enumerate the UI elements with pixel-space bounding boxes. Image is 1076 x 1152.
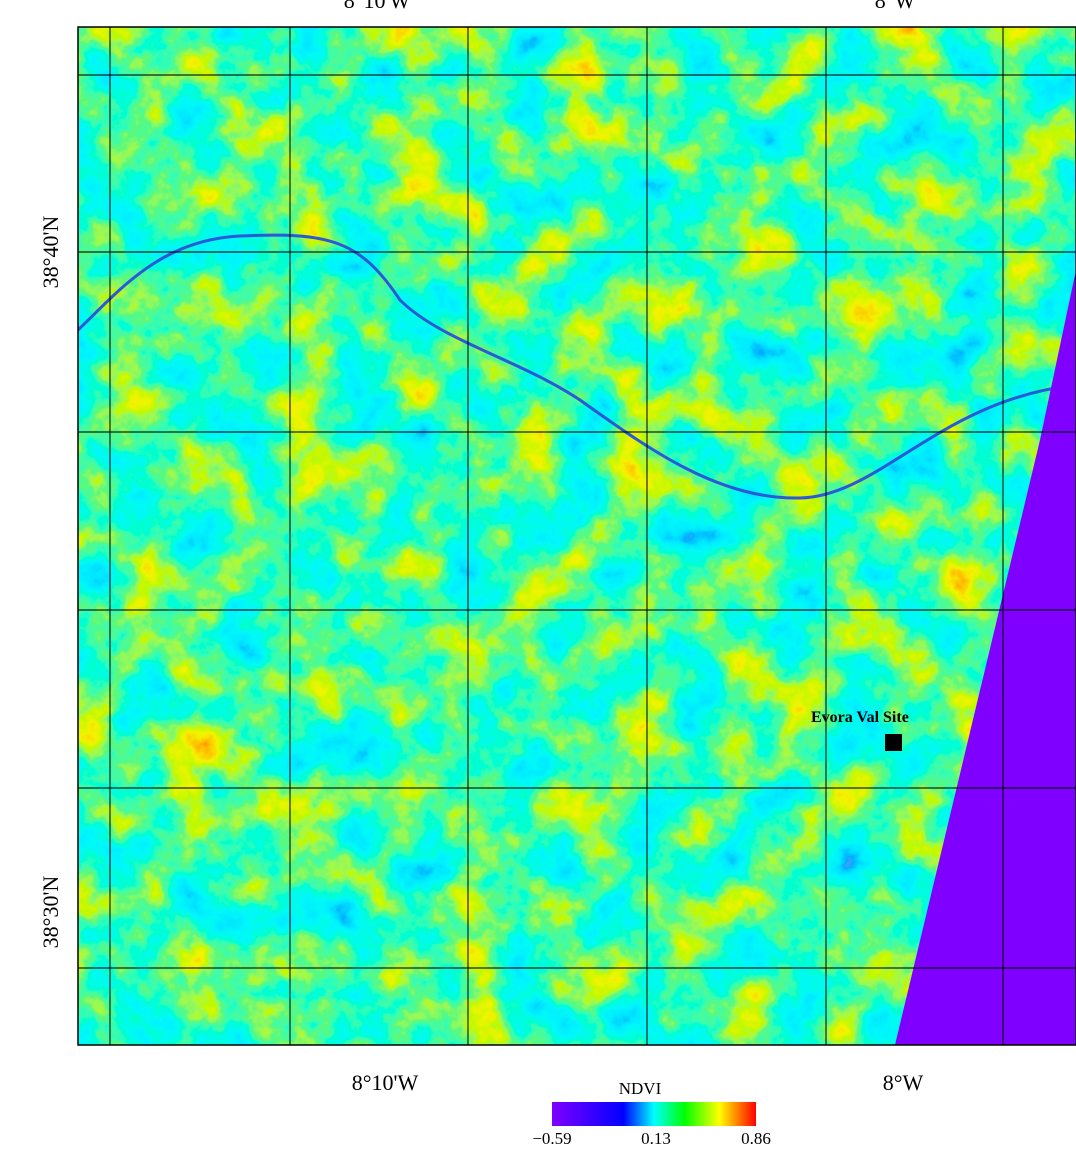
page: {"top_labels": ["8°10'W", "8°W"], "botto…	[0, 0, 1076, 1152]
ndvi-raster	[78, 27, 1076, 1045]
bottom-lon-label: 8°10'W	[352, 1070, 419, 1095]
map-image	[78, 27, 1076, 1045]
colorbar-label: 0.13	[641, 1129, 671, 1148]
colorbar-title: NDVI	[619, 1079, 662, 1098]
bottom-lon-label: 8°W	[883, 1070, 924, 1095]
left-lat-label: 38°30'N	[38, 876, 63, 949]
top-lon-label: 8°10'W	[344, 0, 411, 13]
site-label: Evora Val Site	[811, 709, 909, 726]
colorbar	[552, 1102, 756, 1126]
ndvi-map-figure: Evora Val Site 8°10'W 8°W 8°10'W 8°W 38°…	[0, 0, 1076, 1152]
top-lon-label: 8°W	[875, 0, 916, 13]
left-lat-label: 38°40'N	[38, 216, 63, 289]
site-marker	[885, 734, 902, 751]
colorbar-label: −0.59	[532, 1129, 571, 1148]
colorbar-label: 0.86	[741, 1129, 771, 1148]
